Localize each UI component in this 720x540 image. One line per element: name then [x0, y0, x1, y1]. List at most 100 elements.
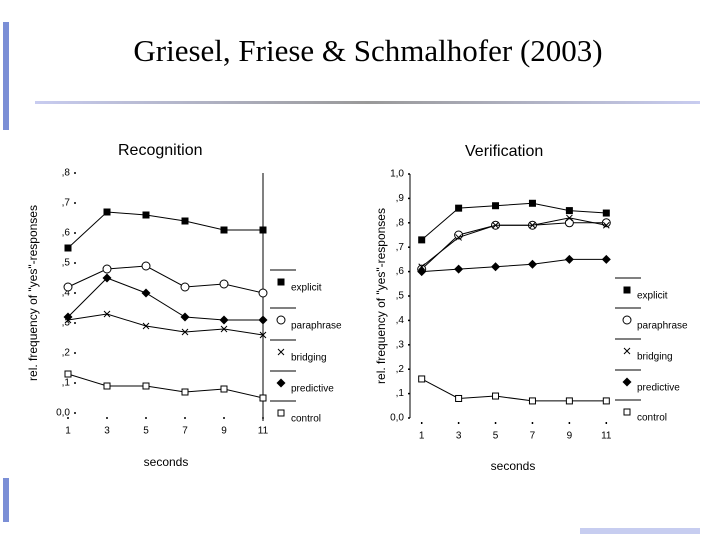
decor-bar	[3, 478, 9, 522]
marker	[141, 288, 151, 298]
marker	[220, 226, 228, 234]
marker	[492, 202, 500, 210]
decor-bar	[3, 22, 9, 130]
marker	[566, 214, 573, 222]
y-tick-label: ,8	[62, 168, 71, 179]
y-tick-label: ,5	[62, 258, 71, 269]
x-axis-label: seconds	[491, 459, 536, 473]
legend-label: control	[637, 413, 667, 424]
x-tick-label: 5	[143, 426, 149, 437]
marker	[418, 236, 426, 244]
legend-label: explicit	[291, 283, 322, 294]
title-rule	[35, 101, 700, 104]
marker	[418, 263, 426, 271]
marker	[602, 209, 610, 217]
series-line	[421, 222, 607, 270]
marker	[181, 217, 189, 225]
marker	[259, 331, 267, 339]
marker	[63, 312, 73, 322]
legend-label: bridging	[291, 353, 327, 364]
legend-label: predictive	[637, 383, 680, 394]
series-line	[67, 313, 264, 336]
marker	[220, 385, 228, 393]
y-tick-label: ,4	[396, 315, 405, 326]
legend-marker	[277, 409, 285, 417]
x-tick-label: 7	[530, 431, 536, 442]
y-tick-label: ,2	[62, 348, 71, 359]
y-tick-label: ,4	[62, 288, 71, 299]
legend-label: paraphrase	[637, 321, 688, 332]
legend-label: control	[291, 414, 321, 425]
marker	[142, 382, 150, 390]
legend-marker	[276, 378, 286, 388]
y-tick-label: ,3	[396, 339, 405, 350]
marker	[455, 234, 462, 241]
marker	[601, 254, 611, 264]
y-tick-label: ,7	[396, 242, 405, 253]
x-tick-label: 11	[258, 426, 269, 437]
marker	[141, 261, 151, 271]
marker	[142, 322, 150, 330]
series-line	[67, 373, 264, 399]
marker	[492, 392, 500, 400]
y-tick-label: ,6	[396, 266, 405, 277]
marker	[564, 218, 574, 228]
legend-marker	[622, 315, 632, 325]
y-tick-label: ,1	[396, 388, 405, 399]
legend-label: predictive	[291, 384, 334, 395]
marker	[258, 315, 268, 325]
marker	[103, 208, 111, 216]
marker	[259, 394, 267, 402]
y-tick-label: ,2	[396, 364, 405, 375]
marker	[102, 264, 112, 274]
y-tick-label: 0,0	[390, 413, 404, 424]
y-tick-label: ,3	[62, 318, 71, 329]
x-tick-label: 3	[456, 431, 462, 442]
marker	[417, 267, 427, 277]
x-tick-label: 11	[601, 431, 612, 442]
legend-label: explicit	[637, 291, 668, 302]
series-line	[421, 378, 607, 402]
x-tick-label: 7	[182, 426, 188, 437]
x-tick-label: 1	[65, 426, 71, 437]
x-tick-label: 9	[567, 431, 573, 442]
decor-bar	[580, 528, 700, 534]
marker	[259, 226, 267, 234]
marker	[565, 207, 573, 215]
marker	[564, 254, 574, 264]
marker	[418, 375, 426, 383]
marker	[602, 221, 610, 229]
series-line	[421, 258, 607, 273]
x-tick-label: 3	[104, 426, 110, 437]
marker	[64, 244, 72, 252]
series-line	[67, 277, 263, 321]
y-tick-label: ,1	[62, 378, 71, 389]
marker	[220, 325, 228, 333]
marker	[491, 262, 501, 272]
legend-marker	[623, 408, 631, 416]
y-tick-label: 0,0	[56, 408, 70, 419]
marker	[181, 388, 189, 396]
legend-marker	[276, 315, 286, 325]
legend-marker	[277, 278, 285, 286]
marker	[181, 328, 189, 336]
y-tick-label: ,8	[396, 217, 405, 228]
y-tick-label: ,7	[62, 198, 71, 209]
marker	[102, 273, 112, 283]
y-axis-label: rel. frequency of "yes"-responses	[374, 208, 388, 384]
series-line	[67, 265, 264, 294]
legend-marker	[277, 348, 285, 356]
legend-marker	[622, 377, 632, 387]
marker	[258, 288, 268, 298]
x-axis-label: seconds	[144, 455, 189, 469]
marker	[529, 221, 536, 229]
chart-title: Recognition	[118, 142, 203, 159]
series-line	[421, 217, 607, 268]
series-line	[421, 202, 607, 241]
marker	[455, 394, 463, 402]
marker	[142, 211, 150, 219]
series-line	[67, 211, 263, 249]
marker	[63, 282, 73, 292]
marker	[219, 279, 229, 289]
